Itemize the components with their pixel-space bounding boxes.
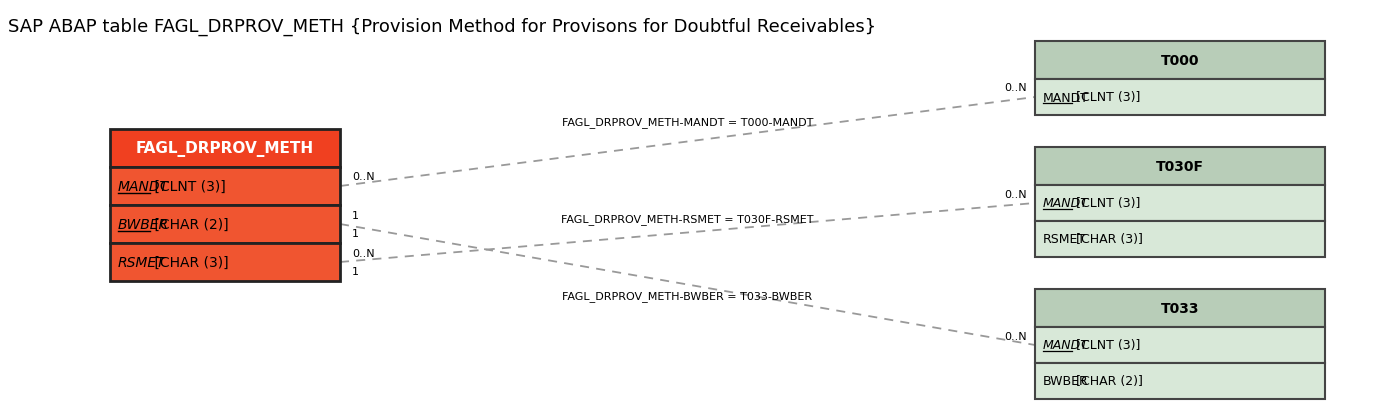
- Text: T033: T033: [1160, 301, 1199, 315]
- Text: T000: T000: [1160, 54, 1199, 68]
- Text: [CHAR (2)]: [CHAR (2)]: [150, 218, 230, 231]
- Text: 0..N: 0..N: [352, 248, 374, 258]
- Bar: [1035, 289, 1326, 327]
- Bar: [110, 205, 340, 243]
- Text: [CLNT (3)]: [CLNT (3)]: [150, 180, 227, 193]
- Bar: [110, 130, 340, 168]
- Text: MANDT: MANDT: [1044, 197, 1089, 210]
- Text: [CHAR (2)]: [CHAR (2)]: [1072, 375, 1143, 388]
- Text: SAP ABAP table FAGL_DRPROV_METH {Provision Method for Provisons for Doubtful Rec: SAP ABAP table FAGL_DRPROV_METH {Provisi…: [8, 18, 876, 36]
- Bar: [1035, 221, 1326, 257]
- Text: [CHAR (3)]: [CHAR (3)]: [1072, 233, 1143, 246]
- Text: BWBER: BWBER: [1044, 375, 1089, 388]
- Text: [CLNT (3)]: [CLNT (3)]: [1072, 91, 1140, 104]
- Bar: [1035, 80, 1326, 116]
- Text: T030F: T030F: [1156, 160, 1204, 173]
- Text: 0..N: 0..N: [1004, 189, 1027, 200]
- Bar: [1035, 186, 1326, 221]
- Bar: [1035, 42, 1326, 80]
- Bar: [1035, 327, 1326, 363]
- Bar: [110, 168, 340, 205]
- Text: 1: 1: [352, 266, 359, 276]
- Text: FAGL_DRPROV_METH-MANDT = T000-MANDT: FAGL_DRPROV_METH-MANDT = T000-MANDT: [562, 117, 813, 128]
- Text: 1: 1: [352, 211, 359, 220]
- Text: MANDT: MANDT: [118, 180, 169, 193]
- Text: 0..N: 0..N: [1004, 331, 1027, 341]
- Text: MANDT: MANDT: [1044, 339, 1089, 352]
- Bar: [1035, 363, 1326, 399]
- Text: 0..N: 0..N: [1004, 83, 1027, 93]
- Text: FAGL_DRPROV_METH-RSMET = T030F-RSMET: FAGL_DRPROV_METH-RSMET = T030F-RSMET: [561, 214, 814, 225]
- Text: [CLNT (3)]: [CLNT (3)]: [1072, 339, 1140, 352]
- Text: MANDT: MANDT: [1044, 91, 1089, 104]
- Text: RSMET: RSMET: [118, 255, 165, 270]
- Text: 0..N: 0..N: [352, 172, 374, 182]
- Text: RSMET: RSMET: [1044, 233, 1086, 246]
- Text: 1: 1: [352, 229, 359, 238]
- Text: FAGL_DRPROV_METH-BWBER = T033-BWBER: FAGL_DRPROV_METH-BWBER = T033-BWBER: [562, 291, 813, 302]
- Bar: [1035, 148, 1326, 186]
- Bar: [110, 243, 340, 281]
- Text: [CHAR (3)]: [CHAR (3)]: [150, 255, 230, 270]
- Text: BWBER: BWBER: [118, 218, 169, 231]
- Text: FAGL_DRPROV_METH: FAGL_DRPROV_METH: [136, 141, 314, 157]
- Text: [CLNT (3)]: [CLNT (3)]: [1072, 197, 1140, 210]
